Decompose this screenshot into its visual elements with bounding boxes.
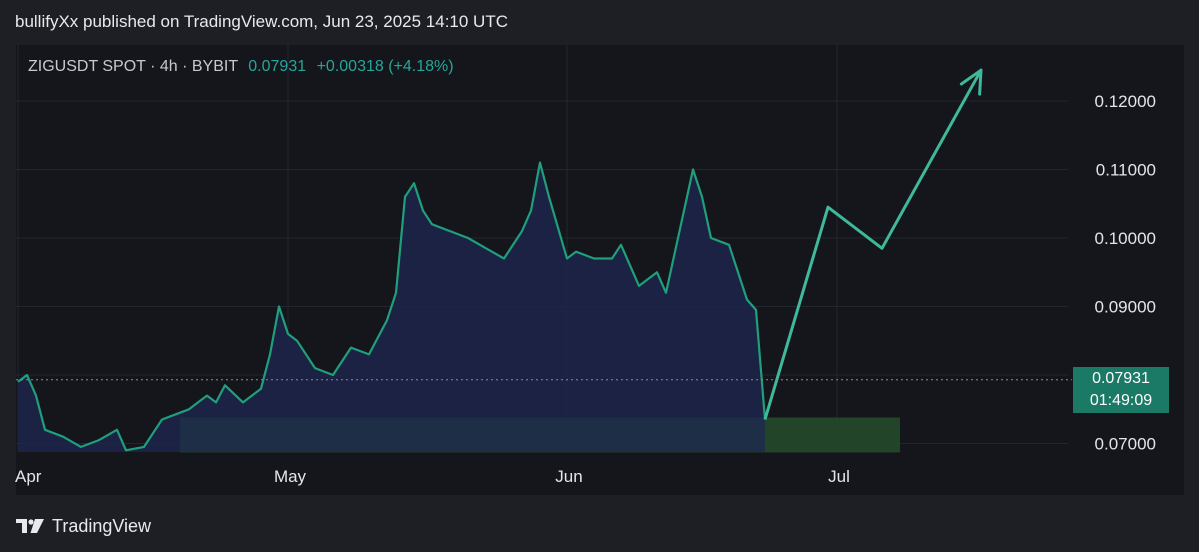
x-tick-label: Jul — [828, 467, 850, 486]
legend-price: 0.07931 — [248, 58, 307, 75]
tradingview-logo-icon — [16, 519, 44, 533]
published-caption: bullifyXx published on TradingView.com, … — [15, 12, 508, 31]
footer: TradingView — [16, 514, 151, 538]
axis-layer: 0.12000 0.11000 0.10000 0.09000 0.07000 Apr Ma… — [15, 92, 1156, 486]
projection-arrowhead — [959, 68, 983, 86]
x-tick-label: Apr — [15, 467, 42, 486]
y-tick-label: 0.11000 — [1096, 161, 1156, 180]
series-layer — [16, 68, 1072, 452]
x-tick-label: Jun — [555, 467, 582, 486]
legend-change: +0.00318 (+4.18%) — [316, 58, 454, 75]
y-tick-label: 0.09000 — [1095, 298, 1156, 317]
legend-symbol: ZIGUSDT SPOT · 4h · BYBIT — [28, 58, 238, 75]
chart-legend: ZIGUSDT SPOT · 4h · BYBIT 0.07931 +0.003… — [28, 58, 454, 76]
projection-arrowhead — [978, 68, 983, 96]
footer-brand: TradingView — [52, 515, 152, 536]
price-line — [17, 161, 767, 452]
x-tick-label: May — [274, 467, 307, 486]
y-tick-label: 0.10000 — [1095, 229, 1156, 248]
y-tick-label: 0.12000 — [1095, 92, 1156, 111]
projection-arrow — [763, 69, 983, 420]
price-tag-countdown: 01:49:09 — [1089, 392, 1153, 409]
price-tag-value: 0.07931 — [1092, 370, 1150, 387]
y-tick-label: 0.07000 — [1095, 435, 1156, 454]
last-price-tag: 0.07931 01:49:09 — [1073, 367, 1169, 413]
